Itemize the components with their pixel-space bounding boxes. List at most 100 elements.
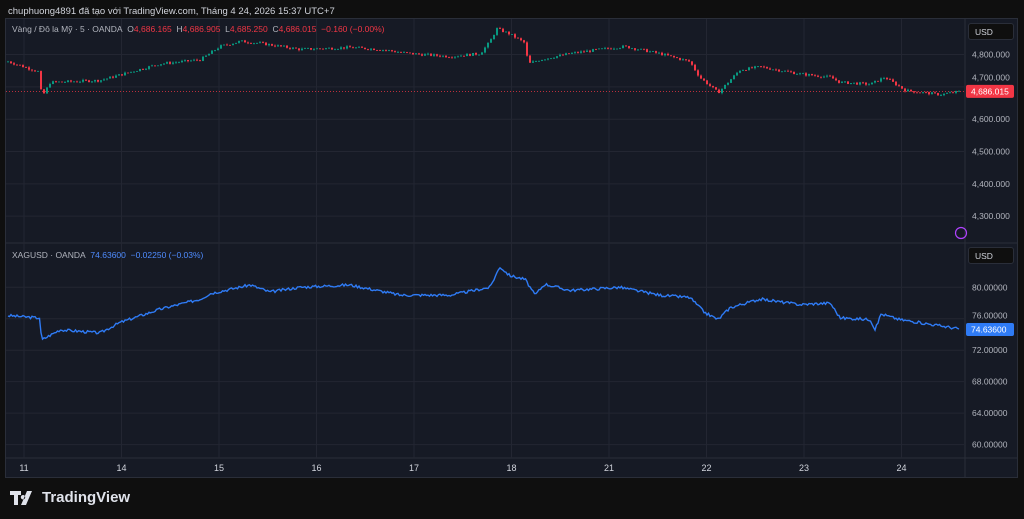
y-tick-label: 4,700.000: [972, 72, 1010, 82]
gold-candle: [862, 82, 864, 84]
gold-candle: [415, 53, 417, 55]
gold-candle: [346, 46, 348, 49]
gold-low-label: L: [225, 24, 230, 34]
last-price-label: 4,686.015: [971, 86, 1009, 96]
gold-candle: [181, 60, 183, 63]
gold-candle: [451, 57, 453, 59]
last-price-badge: [966, 322, 1014, 336]
gold-candle: [538, 60, 540, 62]
gold-candle: [742, 70, 744, 71]
gold-candle: [514, 34, 516, 38]
gold-candle: [13, 63, 15, 65]
gold-candle: [940, 95, 942, 96]
gold-candle: [550, 58, 552, 60]
silver-currency-button[interactable]: USD: [968, 247, 1014, 264]
gold-candle: [235, 42, 237, 44]
gold-candle: [670, 55, 672, 57]
gold-candle: [556, 56, 558, 58]
silver-change: −0.02250 (−0.03%): [130, 250, 204, 260]
gold-candle: [97, 79, 99, 82]
last-price-badge: [966, 84, 1014, 98]
gold-candle: [673, 55, 675, 58]
gold-high-label: H: [176, 24, 183, 34]
gold-candle: [865, 82, 867, 85]
gold-candle: [553, 57, 555, 59]
gold-close-label: C: [272, 24, 279, 34]
gold-candle: [103, 79, 105, 81]
gold-candle: [163, 63, 165, 65]
gold-candle: [355, 47, 357, 49]
gold-candle: [79, 81, 81, 83]
y-tick-label: 4,600.000: [972, 114, 1010, 124]
gold-candle: [286, 45, 288, 48]
gold-candle: [754, 66, 756, 69]
silver-value: 74.63600: [90, 250, 126, 260]
gold-candle: [856, 82, 858, 85]
last-price-label: 74.63600: [971, 324, 1007, 334]
gold-candle: [442, 55, 444, 57]
gold-candle: [607, 47, 609, 49]
gold-candle: [178, 62, 180, 63]
gold-candle: [751, 67, 753, 69]
y-tick-label: 4,800.000: [972, 50, 1010, 60]
gold-candle: [559, 54, 561, 57]
gold-candle: [910, 89, 912, 92]
gold-candle: [244, 40, 246, 43]
gold-candle: [70, 80, 72, 82]
gold-candle: [109, 76, 111, 79]
gold-candle: [127, 72, 129, 74]
gold-candle: [91, 81, 93, 83]
gold-currency-button[interactable]: USD: [968, 23, 1014, 40]
gold-candle: [358, 46, 360, 48]
gold-candle: [151, 65, 153, 67]
tradingview-logo[interactable]: TradingView: [10, 489, 130, 506]
gold-candle: [526, 42, 528, 56]
gold-candle: [811, 74, 813, 76]
gold-candle: [532, 61, 534, 63]
gold-candle: [253, 43, 255, 44]
gold-candle: [919, 92, 921, 94]
gold-candle: [73, 81, 75, 83]
gold-candle: [352, 47, 354, 49]
gold-candle: [712, 85, 714, 88]
gold-candle: [205, 55, 207, 57]
y-tick-label: 64.00000: [972, 408, 1008, 418]
gold-candle: [208, 53, 210, 56]
gold-candle: [121, 74, 123, 76]
gold-candle: [949, 92, 951, 94]
y-tick-label: 72.00000: [972, 345, 1008, 355]
x-tick-label: 11: [19, 463, 28, 473]
gold-candle: [682, 59, 684, 61]
gold-candle: [859, 82, 861, 85]
gold-candle: [28, 67, 30, 70]
gold-candle: [328, 47, 330, 49]
gold-candle: [184, 60, 186, 61]
gold-candle: [409, 52, 411, 54]
gold-candle: [82, 79, 84, 82]
gold-candle: [733, 75, 735, 80]
gold-candle: [643, 48, 645, 50]
x-tick-label: 23: [799, 463, 809, 473]
gold-candle: [427, 53, 429, 55]
gold-candle: [238, 41, 240, 43]
gold-candle: [640, 48, 642, 50]
gold-candle: [892, 79, 894, 82]
gold-candle: [421, 54, 423, 56]
gold-candle: [484, 47, 486, 53]
gold-candle: [430, 53, 432, 56]
gold-candle: [544, 59, 546, 61]
gold-candle: [460, 55, 462, 57]
gold-candle: [130, 71, 132, 73]
gold-candle: [721, 88, 723, 94]
gold-candle: [778, 69, 780, 72]
gold-candle: [793, 71, 795, 75]
gold-candle: [655, 51, 657, 53]
gold-candle: [625, 45, 627, 47]
gold-candle: [250, 43, 252, 44]
gold-candle: [34, 70, 36, 72]
gold-candle: [283, 45, 285, 47]
gold-candle: [259, 42, 261, 44]
gold-candle: [703, 78, 705, 81]
gold-candle: [301, 48, 303, 51]
